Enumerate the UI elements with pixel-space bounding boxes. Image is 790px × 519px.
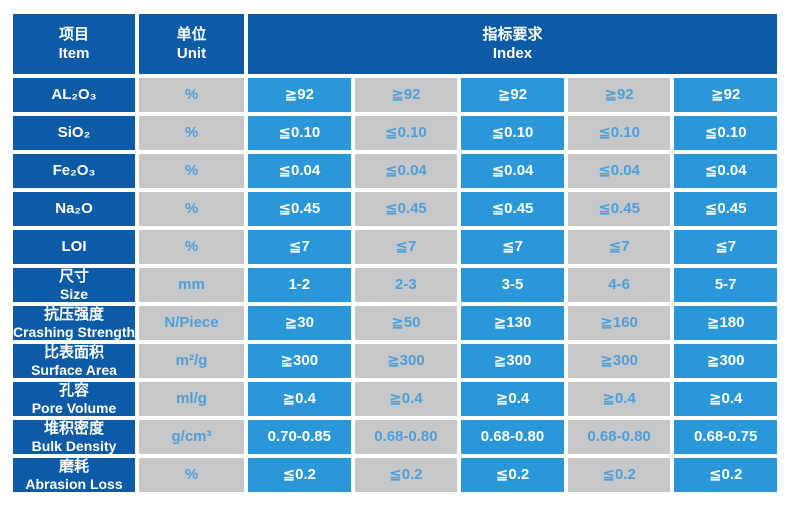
value-cell: ≧92 [461,78,564,112]
unit-cell: % [139,78,244,112]
value-cell: ≧300 [248,344,351,378]
row-label-crashing-strength: 抗压强度 Crashing Strength [13,306,135,340]
value-cell: ≧0.4 [248,382,351,416]
unit-cell: % [139,154,244,188]
value-cell: ≧30 [248,306,351,340]
unit-cell: ml/g [139,382,244,416]
value-cell: ≦0.04 [248,154,351,188]
value-cell: ≧92 [248,78,351,112]
value-cell: ≦0.10 [248,116,351,150]
unit-cell: m²/g [139,344,244,378]
value-cell: ≦7 [567,230,671,264]
unit-cell: % [139,230,244,264]
value-cell: ≧92 [567,78,671,112]
value-cell: ≦0.2 [461,458,564,492]
value-cell: 0.68-0.75 [674,420,777,454]
value-cell: ≧300 [461,344,564,378]
value-cell: ≦0.45 [461,192,564,226]
value-cell: ≦0.45 [354,192,458,226]
value-cell: ≦0.2 [248,458,351,492]
header-item-en: Item [58,45,90,62]
value-cell: ≦0.45 [674,192,777,226]
row-label-loi: LOI [13,230,135,264]
value-cell: ≧160 [567,306,671,340]
value-cell: ≦7 [461,230,564,264]
value-cell: ≧0.4 [674,382,777,416]
header-index-cell: 指标要求 Index [248,14,777,74]
value-cell: 2-3 [354,268,458,302]
header-unit-en: Unit [176,45,207,62]
row-label-bulk-density: 堆积密度 Bulk Density [13,420,135,454]
header-item-zh: 项目 [58,25,89,43]
value-cell: ≧300 [567,344,671,378]
value-cell: ≧0.4 [567,382,671,416]
value-cell: ≧50 [354,306,458,340]
value-cell: 0.68-0.80 [461,420,564,454]
value-cell: ≦0.10 [674,116,777,150]
row-label-fe2o3: Fe₂O₃ [13,154,135,188]
value-cell: ≦0.04 [354,154,458,188]
row-label-al2o3: AL₂O₃ [13,78,135,112]
header-unit-zh: 单位 [176,25,207,43]
value-cell: ≦0.10 [567,116,671,150]
row-label-sio2: SiO₂ [13,116,135,150]
value-cell: 0.68-0.80 [567,420,671,454]
value-cell: ≧300 [674,344,777,378]
value-cell: ≧0.4 [354,382,458,416]
value-cell: ≦0.45 [248,192,351,226]
value-cell: ≦0.04 [674,154,777,188]
value-cell: ≦0.45 [567,192,671,226]
value-cell: ≧92 [674,78,777,112]
header-index-zh: 指标要求 [482,25,543,43]
value-cell: 0.70-0.85 [248,420,351,454]
value-cell: ≦7 [354,230,458,264]
value-cell: ≦0.10 [354,116,458,150]
value-cell: ≦7 [674,230,777,264]
value-cell: 5-7 [674,268,777,302]
value-cell: ≦0.04 [567,154,671,188]
value-cell: ≧0.4 [461,382,564,416]
unit-cell: N/Piece [139,306,244,340]
spec-table: 项目 Item 单位 Unit 指标要求 Index AL₂O₃ % ≧92 ≧… [13,14,777,492]
unit-cell: % [139,458,244,492]
unit-cell: g/cm³ [139,420,244,454]
value-cell: ≧180 [674,306,777,340]
header-index-en: Index [492,45,533,62]
unit-cell: % [139,192,244,226]
unit-cell: % [139,116,244,150]
value-cell: 0.68-0.80 [354,420,458,454]
row-label-surface-area: 比表面积 Surface Area [13,344,135,378]
row-label-size: 尺寸 Size [13,268,135,302]
value-cell: ≧92 [354,78,458,112]
header-unit-cell: 单位 Unit [139,14,244,74]
value-cell: ≧130 [461,306,564,340]
value-cell: 3-5 [461,268,564,302]
row-label-abrasion-loss: 磨耗 Abrasion Loss [13,458,135,492]
value-cell: ≦0.2 [354,458,458,492]
value-cell: ≦0.04 [461,154,564,188]
value-cell: 4-6 [567,268,671,302]
value-cell: ≦0.10 [461,116,564,150]
value-cell: 1-2 [248,268,351,302]
value-cell: ≦7 [248,230,351,264]
header-item-cell: 项目 Item [13,14,135,74]
row-label-na2o: Na₂O [13,192,135,226]
row-label-pore-volume: 孔容 Pore Volume [13,382,135,416]
unit-cell: mm [139,268,244,302]
value-cell: ≦0.2 [674,458,777,492]
value-cell: ≧300 [354,344,458,378]
value-cell: ≦0.2 [567,458,671,492]
